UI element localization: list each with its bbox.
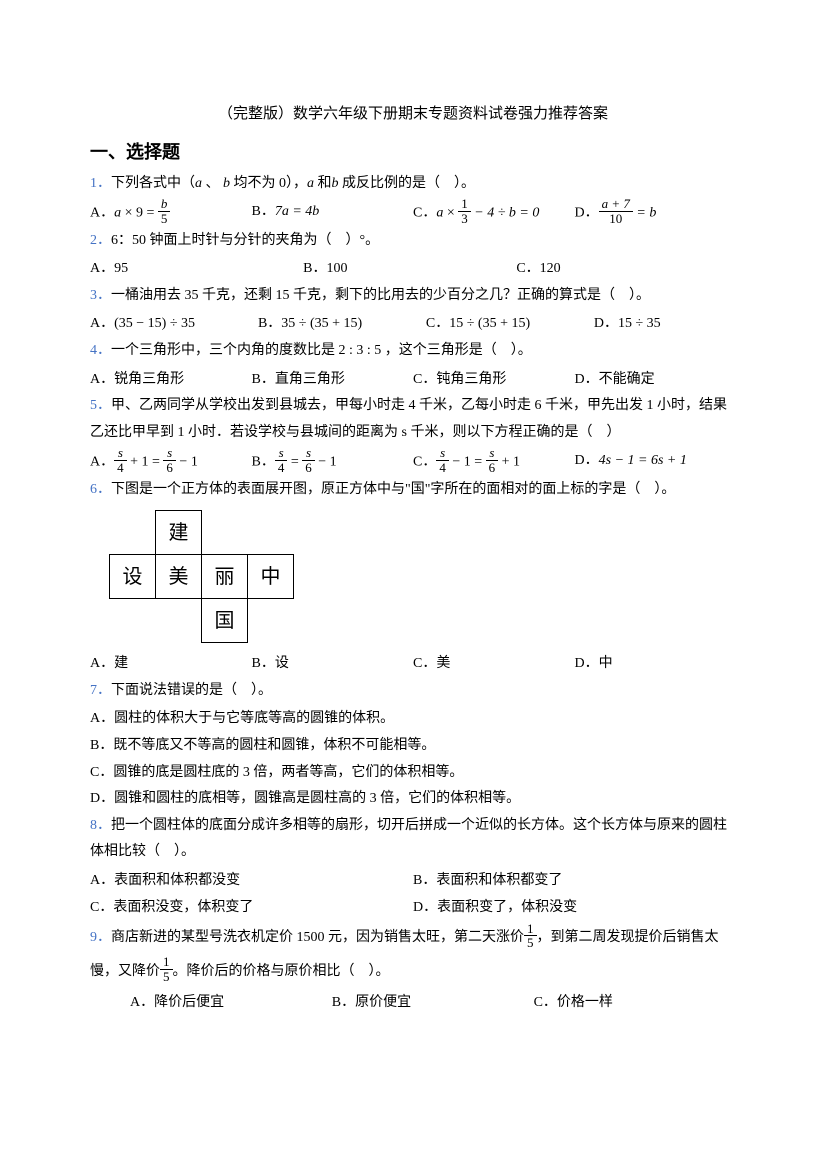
q9-options: A．降价后便宜 B．原价便宜 C．价格一样: [90, 990, 736, 1017]
opt-d: D．圆锥和圆柱的底相等，圆锥高是圆柱高的 3 倍，它们的体积相等。: [90, 786, 736, 813]
opt-a: A．(35 − 15) ÷ 35: [90, 311, 258, 338]
opt-b: B．表面积和体积都变了: [413, 868, 736, 895]
opt-a: A．建: [90, 651, 252, 678]
opt-b: B．原价便宜: [332, 990, 534, 1017]
opt-b: B．7a = 4b: [252, 199, 414, 227]
opt-c: C．表面积没变，体积变了: [90, 895, 413, 922]
qnum: 7．: [90, 683, 111, 698]
opt-c: C．120: [516, 256, 729, 283]
opt-c: C．s4 − 1 = s6 + 1: [413, 448, 575, 476]
q6-options: A．建 B．设 C．美 D．中: [90, 651, 736, 678]
opt-a: A．表面积和体积都没变: [90, 868, 413, 895]
opt-a: A．降价后便宜: [130, 990, 332, 1017]
net-cell: 建: [155, 510, 202, 555]
question-7: 7．下面说法错误的是（ ）。: [90, 678, 736, 705]
qnum: 6．: [90, 482, 111, 497]
qnum: 2．: [90, 233, 111, 248]
opt-c: C．圆锥的底是圆柱底的 3 倍，两者等高，它们的体积相等。: [90, 760, 736, 787]
opt-d: D．15 ÷ 35: [594, 311, 736, 338]
doc-title: （完整版）数学六年级下册期末专题资料试卷强力推荐答案: [90, 100, 736, 129]
opt-b: B．直角三角形: [252, 367, 414, 394]
opt-a: A．a × 9 = b5: [90, 199, 252, 227]
net-cell: 中: [247, 554, 294, 599]
opt-d: D．表面积变了，体积没变: [413, 895, 736, 922]
q5-options: A．s4 + 1 = s6 − 1 B．s4 = s6 − 1 C．s4 − 1…: [90, 448, 736, 476]
opt-c: C．美: [413, 651, 575, 678]
opt-c: C．价格一样: [534, 990, 736, 1017]
question-6: 6．下图是一个正方体的表面展开图，原正方体中与"国"字所在的面相对的面上标的字是…: [90, 477, 736, 504]
opt-a: A．圆柱的体积大于与它等底等高的圆锥的体积。: [90, 706, 736, 733]
qnum: 3．: [90, 288, 111, 303]
section-heading: 一、选择题: [90, 135, 736, 169]
opt-d: D．a + 710 = b: [575, 199, 737, 227]
opt-b: B．100: [303, 256, 516, 283]
qnum: 1．: [90, 176, 111, 191]
q7-options: A．圆柱的体积大于与它等底等高的圆锥的体积。 B．既不等底又不等高的圆柱和圆锥，…: [90, 706, 736, 812]
opt-d: D．中: [575, 651, 737, 678]
opt-a: A．95: [90, 256, 303, 283]
question-5: 5．甲、乙两同学从学校出发到县城去，甲每小时走 4 千米，乙每小时走 6 千米，…: [90, 393, 736, 446]
opt-b: B．设: [252, 651, 414, 678]
q8-options: A．表面积和体积都没变 B．表面积和体积都变了 C．表面积没变，体积变了 D．表…: [90, 868, 736, 921]
opt-b: B．35 ÷ (35 + 15): [258, 311, 426, 338]
opt-a: A．锐角三角形: [90, 367, 252, 394]
net-cell: 美: [155, 554, 202, 599]
q4-options: A．锐角三角形 B．直角三角形 C．钝角三角形 D．不能确定: [90, 367, 736, 394]
qnum: 8．: [90, 818, 111, 833]
opt-c: C．钝角三角形: [413, 367, 575, 394]
opt-b: B．s4 = s6 − 1: [252, 448, 414, 476]
net-cell: 国: [201, 598, 248, 643]
question-8: 8．把一个圆柱体的底面分成许多相等的扇形，切开后拼成一个近似的长方体。这个长方体…: [90, 813, 736, 866]
question-3: 3．一桶油用去 35 千克，还剩 15 千克，剩下的比用去的少百分之几？正确的算…: [90, 283, 736, 310]
opt-a: A．s4 + 1 = s6 − 1: [90, 448, 252, 476]
q3-options: A．(35 − 15) ÷ 35 B．35 ÷ (35 + 15) C．15 ÷…: [90, 311, 736, 338]
cube-net-diagram: 建 设 美 丽 中 国: [110, 511, 736, 643]
question-2: 2．6：50 钟面上时针与分针的夹角为（ ）°。: [90, 228, 736, 255]
question-4: 4．一个三角形中，三个内角的度数比是 2 : 3 : 5 ，这个三角形是（ ）。: [90, 338, 736, 365]
opt-d: D．4s − 1 = 6s + 1: [575, 448, 737, 476]
question-9: 9．商店新进的某型号洗衣机定价 1500 元，因为销售太旺，第二天涨价15，到第…: [90, 921, 736, 988]
opt-d: D．不能确定: [575, 367, 737, 394]
qnum: 4．: [90, 343, 111, 358]
qnum: 5．: [90, 398, 111, 413]
net-cell: 丽: [201, 554, 248, 599]
opt-b: B．既不等底又不等高的圆柱和圆锥，体积不可能相等。: [90, 733, 736, 760]
question-1: 1．下列各式中（a 、 b 均不为 0），a 和b 成反比例的是（ ）。: [90, 171, 736, 198]
qnum: 9．: [90, 930, 111, 945]
opt-c: C．15 ÷ (35 + 15): [426, 311, 594, 338]
q1-options: A．a × 9 = b5 B．7a = 4b C．a × 13 − 4 ÷ b …: [90, 199, 736, 227]
opt-c: C．a × 13 − 4 ÷ b = 0: [413, 199, 575, 227]
net-cell: 设: [109, 554, 156, 599]
q2-options: A．95 B．100 C．120: [90, 256, 736, 283]
